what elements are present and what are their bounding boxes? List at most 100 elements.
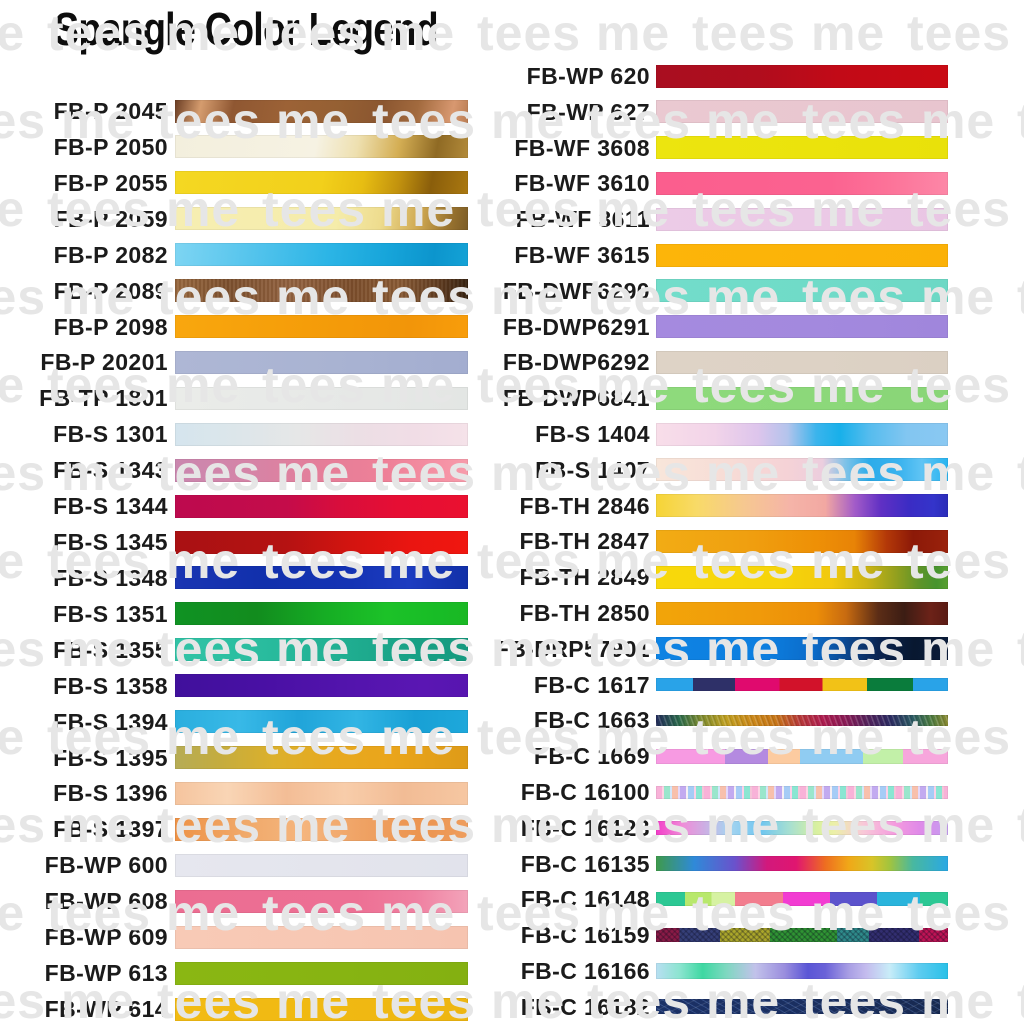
color-swatch (656, 172, 948, 195)
color-code-label: FB-C 1663 (533, 707, 650, 734)
color-code-label: FB-S 1394 (53, 708, 168, 735)
color-swatch (656, 65, 948, 88)
color-code-label: FB-S 1351 (53, 600, 168, 627)
color-swatch (656, 494, 948, 517)
color-code-label: FB-P 2082 (53, 241, 168, 268)
color-swatch (175, 782, 468, 805)
color-code-label: FB-S 1404 (535, 421, 650, 447)
color-code-label: FB-S 1407 (535, 456, 650, 483)
color-swatch (656, 856, 948, 871)
color-code-label: FB-WF 3608 (514, 134, 650, 161)
color-swatch (175, 315, 468, 338)
color-swatch (175, 746, 468, 769)
color-code-label: FB-WP 627 (526, 98, 650, 125)
color-swatch (656, 999, 948, 1014)
color-code-label: FB-C 16166 (520, 958, 650, 984)
color-code-label: FB-S 1396 (53, 780, 168, 807)
watermark-text: tees me (0, 357, 26, 413)
color-code-label: FB-WP 613 (44, 960, 168, 987)
color-code-label: FB-TH 2846 (519, 492, 650, 519)
watermark-text: tees me (1017, 96, 1024, 146)
color-swatch (175, 207, 468, 230)
color-code-label: FB-P 2050 (53, 133, 168, 160)
color-swatch (175, 387, 468, 410)
color-code-label: FB-WF 3611 (515, 206, 650, 233)
watermark-text: tees me (1017, 272, 1024, 322)
color-swatch (656, 963, 948, 979)
color-code-label: FB-TH 2849 (519, 564, 650, 591)
color-swatch (656, 749, 948, 764)
color-code-label: FB-P 20201 (40, 349, 168, 376)
color-swatch (175, 243, 468, 266)
color-code-label: FB-WP 620 (526, 63, 650, 89)
color-swatch (175, 566, 468, 589)
color-code-label: FB-S 1345 (53, 529, 168, 556)
color-code-label: FB-C 16148 (520, 886, 650, 913)
color-swatch (656, 279, 948, 302)
color-swatch (656, 892, 948, 906)
color-swatch (175, 854, 468, 877)
color-swatch (175, 135, 468, 158)
color-swatch (656, 928, 948, 942)
watermark-text: tees me (0, 5, 26, 61)
color-code-label: FB-P 2055 (53, 169, 168, 196)
color-code-label: FB-C 1669 (533, 743, 650, 770)
color-swatch (656, 530, 948, 553)
color-code-label: FB-C 16135 (520, 850, 650, 877)
color-code-label: FB-S 1397 (53, 816, 168, 843)
color-swatch (656, 351, 948, 374)
color-code-label: FB-P 2089 (53, 277, 168, 304)
color-swatch (175, 459, 468, 482)
color-code-label: FB-DWP6290 (502, 277, 650, 304)
watermark-text: tees me (1017, 448, 1024, 498)
color-swatch (656, 423, 948, 446)
color-swatch (175, 495, 468, 518)
color-swatch (175, 998, 468, 1021)
color-swatch (656, 637, 948, 660)
watermark-text: tees me (692, 5, 886, 61)
color-code-label: FB-S 1301 (53, 421, 168, 448)
color-code-label: FB-WP 609 (44, 924, 168, 951)
color-swatch (656, 566, 948, 589)
color-swatch (656, 100, 948, 123)
color-code-label: FB-WF 3610 (514, 170, 650, 197)
color-swatch (656, 208, 948, 231)
color-swatch (175, 351, 468, 374)
color-code-label: FB-WF 3615 (514, 242, 650, 268)
color-code-label: FB-DWP6291 (502, 313, 650, 340)
color-code-label: FB-DWP6292 (502, 349, 650, 376)
color-code-label: FB-P 2059 (53, 205, 168, 232)
watermark-text: tees me (1017, 976, 1024, 1024)
color-swatch (656, 387, 948, 410)
color-code-label: FB-P 2098 (53, 313, 168, 340)
color-swatch (656, 458, 948, 481)
color-swatch (175, 602, 468, 625)
color-swatch (175, 171, 468, 194)
color-swatch (175, 423, 468, 446)
color-code-label: FB-TP 1801 (39, 385, 168, 412)
watermark-text: tees me (1017, 800, 1024, 850)
color-code-label: FB-S 1344 (53, 493, 168, 520)
color-code-label: FB-C 16182 (520, 993, 650, 1020)
color-code-label: FB-S 1348 (53, 564, 168, 591)
color-swatch (656, 678, 948, 691)
color-swatch (656, 821, 948, 835)
watermark-text: tees me (0, 181, 26, 237)
color-code-label: FB-C 16159 (520, 922, 650, 949)
color-swatch (656, 136, 948, 159)
color-swatch (175, 710, 468, 733)
color-swatch (656, 315, 948, 338)
color-code-label: FB-S 1395 (53, 744, 168, 771)
color-swatch (175, 962, 468, 985)
color-code-label: FB-C 16123 (520, 814, 650, 841)
color-code-label: FB-WP 614 (44, 996, 168, 1022)
color-swatch (656, 602, 948, 625)
color-swatch (175, 890, 468, 913)
color-swatch (175, 279, 468, 302)
color-code-label: FB-TH 2847 (519, 528, 650, 555)
watermark-text: tees me (0, 709, 26, 765)
color-swatch (656, 786, 948, 799)
color-swatch (175, 674, 468, 697)
color-code-label: FB-WP 608 (44, 888, 168, 915)
